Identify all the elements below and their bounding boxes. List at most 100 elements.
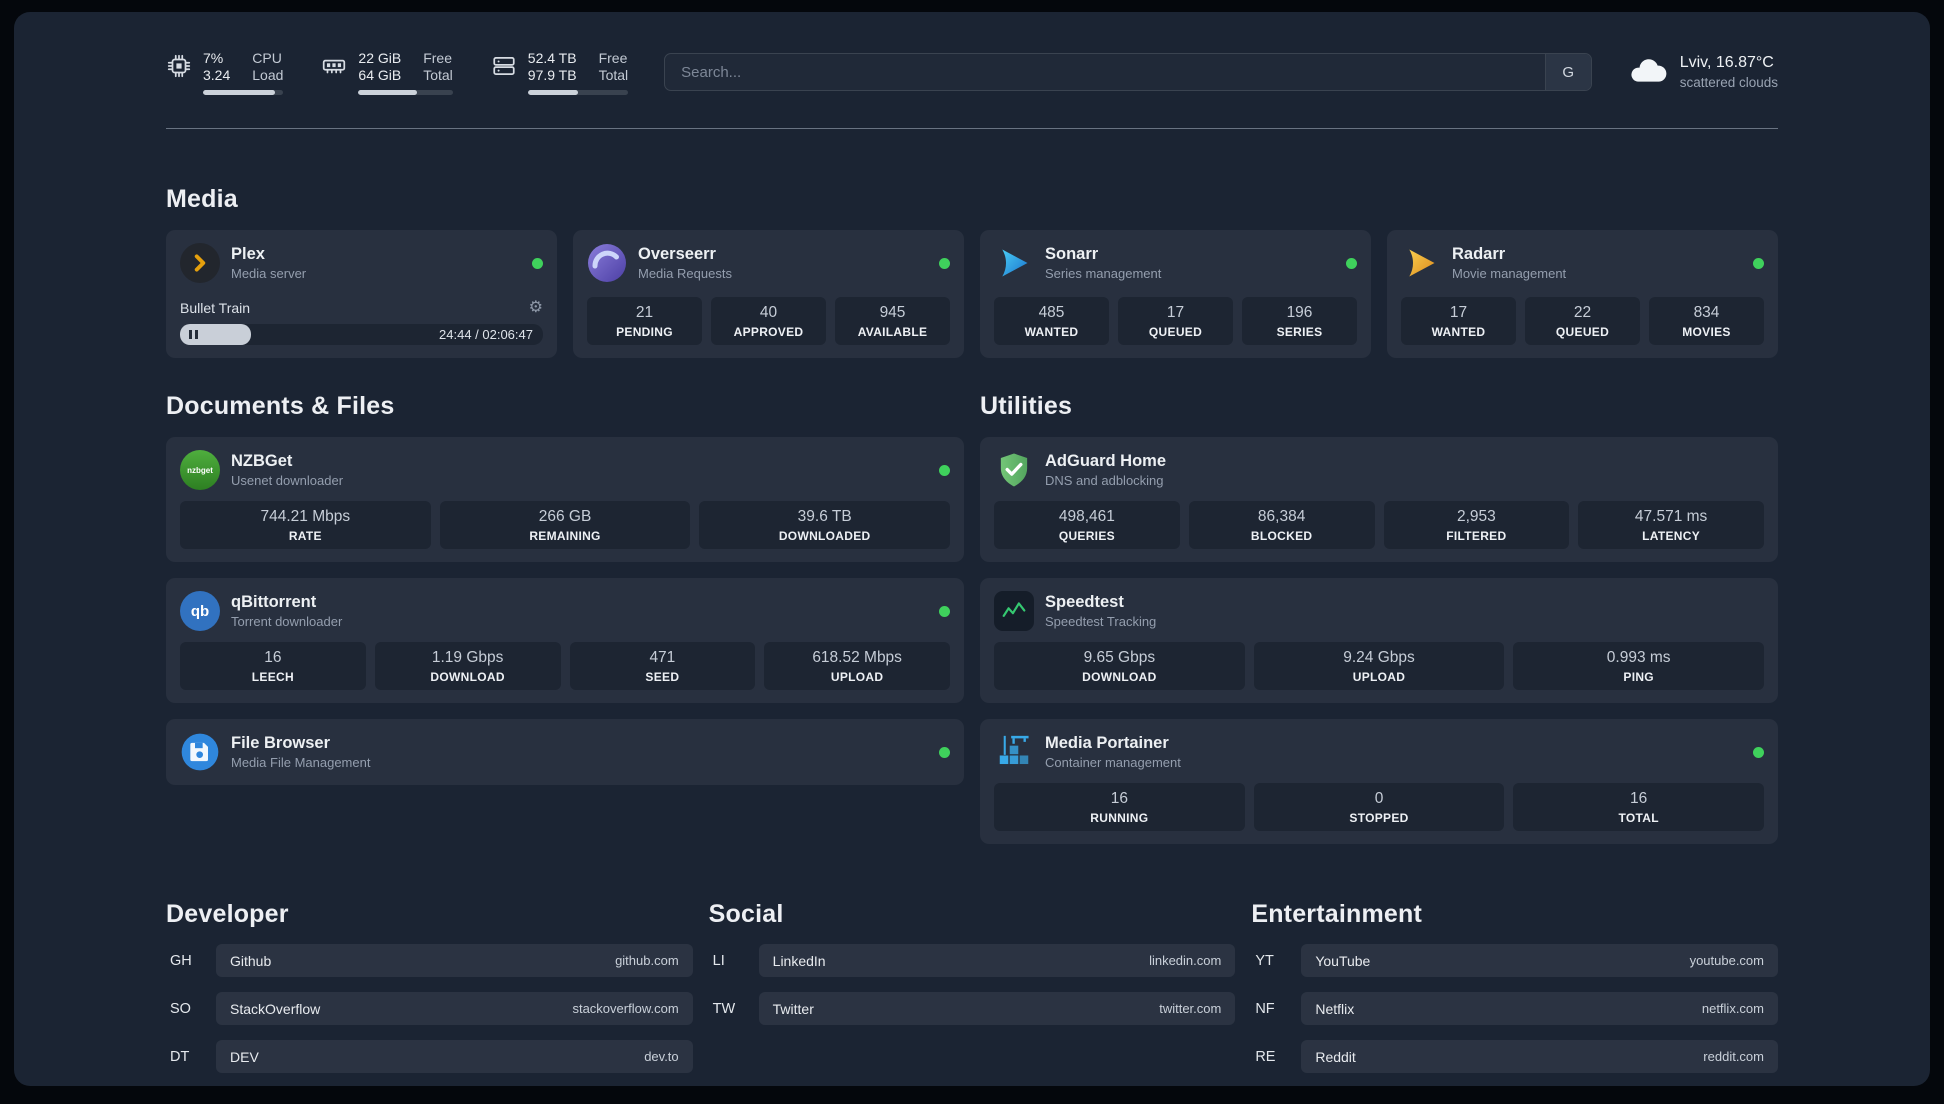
ram-total-label: Total (423, 66, 453, 83)
disk-icon (491, 50, 517, 95)
service-name: Speedtest (1045, 593, 1124, 611)
weather-location: Lviv, 16.87°C (1679, 54, 1774, 71)
bookmark-linkedin[interactable]: LI LinkedIn linkedin.com (709, 944, 1236, 977)
ram-icon (321, 50, 347, 95)
cpu-widget: 7% 3.24 CPU Load (166, 49, 284, 95)
service-desc: Speedtest Tracking (1045, 614, 1157, 629)
bookmark-group-social: Social LI LinkedIn linkedin.com TW Twitt… (709, 900, 1236, 1025)
service-desc: Torrent downloader (231, 614, 343, 629)
stat-tile: 834 MOVIES (1649, 297, 1764, 345)
service-name: File Browser (231, 734, 331, 752)
bookmark-netflix[interactable]: NF Netflix netflix.com (1251, 992, 1778, 1025)
disk-total-label: Total (598, 66, 629, 83)
service-card-radarr[interactable]: Radarr Movie management 17 WANTED 22 QUE… (1387, 230, 1778, 358)
service-card-adguard[interactable]: AdGuard Home DNS and adblocking 498,461 … (980, 437, 1778, 562)
service-desc: Media File Management (231, 755, 371, 770)
search-provider-button[interactable]: G (1544, 54, 1591, 90)
stat-tile: 471 SEED (569, 642, 756, 690)
stat-tile: 1.19 Gbps DOWNLOAD (374, 642, 561, 690)
overseerr-icon (587, 243, 627, 283)
pause-icon[interactable] (189, 330, 198, 339)
section-documents: Documents & Files nzbget NZBGet Usenet d… (166, 392, 964, 785)
ram-bar-fill (358, 89, 417, 95)
service-desc: Container management (1045, 755, 1181, 770)
service-desc: Series management (1045, 266, 1162, 281)
service-card-overseerr[interactable]: Overseerr Media Requests 21 PENDING 40 A… (573, 230, 964, 358)
disk-free-label: Free (598, 49, 628, 66)
weather-condition: scattered clouds (1679, 75, 1778, 90)
header-divider (166, 128, 1778, 129)
filebrowser-icon (180, 732, 220, 772)
service-card-plex[interactable]: Plex Media server Bullet Train ⚙ 24:44 (166, 230, 557, 358)
section-title-entertainment: Entertainment (1251, 900, 1423, 928)
status-dot (939, 605, 950, 617)
section-title-documents: Documents & Files (166, 392, 395, 420)
status-dot (1753, 257, 1764, 269)
service-name: AdGuard Home (1045, 452, 1167, 470)
now-playing-title: Bullet Train (180, 300, 251, 316)
service-card-filebrowser[interactable]: File Browser Media File Management (166, 719, 964, 785)
top-bar: 7% 3.24 CPU Load (166, 40, 1778, 104)
disk-widget: 52.4 TB 97.9 TB Free Total (491, 49, 629, 95)
status-dot (939, 257, 950, 269)
stat-tile: 40 APPROVED (711, 297, 826, 345)
cpu-percent: 7% (203, 49, 224, 66)
bookmark-dev[interactable]: DT DEV dev.to (166, 1040, 693, 1073)
service-name: Sonarr (1045, 245, 1099, 263)
service-card-speedtest[interactable]: Speedtest Speedtest Tracking 9.65 Gbps D… (980, 578, 1778, 703)
section-media: Media Plex Media server (166, 185, 1778, 358)
stat-tile: 9.65 Gbps DOWNLOAD (994, 642, 1245, 690)
ram-total-value: 64 GiB (358, 66, 402, 83)
cpu-load-value: 3.24 (203, 66, 231, 83)
stat-tile: 16 LEECH (180, 642, 366, 690)
ram-free-label: Free (423, 49, 453, 66)
stat-tile: 22 QUEUED (1525, 297, 1640, 345)
bookmark-group-entertainment: Entertainment YT YouTube youtube.com NF … (1251, 900, 1778, 1073)
stat-tile: 485 WANTED (994, 297, 1109, 345)
bookmark-reddit[interactable]: RE Reddit reddit.com (1251, 1040, 1778, 1073)
stat-tile: 39.6 TB DOWNLOADED (699, 501, 951, 549)
service-name: Media Portainer (1045, 734, 1169, 752)
cpu-load-label: Load (252, 66, 284, 83)
cpu-icon (166, 50, 192, 95)
media-progress-fill (180, 324, 251, 345)
service-card-portainer[interactable]: Media Portainer Container management 16 … (980, 719, 1778, 844)
service-desc: Media server (231, 266, 307, 281)
cpu-bar (203, 89, 284, 95)
service-desc: DNS and adblocking (1045, 473, 1164, 488)
plex-icon (180, 243, 220, 283)
gear-icon[interactable]: ⚙ (528, 299, 543, 316)
media-progress-time: 24:44 / 02:06:47 (439, 327, 533, 342)
stat-tile: 0.993 ms PING (1513, 642, 1765, 690)
cloud-icon (1628, 55, 1668, 90)
media-progress-bar[interactable]: 24:44 / 02:06:47 (180, 324, 543, 345)
stat-tile: 16 TOTAL (1513, 783, 1765, 831)
stat-tile: 744.21 Mbps RATE (180, 501, 431, 549)
stat-tile: 86,384 BLOCKED (1188, 501, 1375, 549)
search-input[interactable] (665, 54, 1545, 90)
bookmark-youtube[interactable]: YT YouTube youtube.com (1251, 944, 1778, 977)
nzbget-icon: nzbget (180, 450, 220, 490)
bookmarks-area: Developer GH Github github.com SO StackO… (166, 900, 1778, 1073)
ram-widget: 22 GiB 64 GiB Free Total (321, 49, 453, 95)
ram-free-value: 22 GiB (358, 49, 402, 66)
stat-tile: 16 RUNNING (994, 783, 1245, 831)
status-dot (1346, 257, 1357, 269)
service-card-qbittorrent[interactable]: qb qBittorrent Torrent downloader 16 LEE… (166, 578, 964, 703)
service-name: Radarr (1452, 245, 1506, 263)
section-title-developer: Developer (166, 900, 289, 928)
bookmark-stackoverflow[interactable]: SO StackOverflow stackoverflow.com (166, 992, 693, 1025)
weather-widget[interactable]: Lviv, 16.87°C scattered clouds (1628, 54, 1778, 90)
search-bar: G (664, 53, 1592, 91)
status-dot (939, 746, 950, 758)
bookmark-github[interactable]: GH Github github.com (166, 944, 693, 977)
stat-tile: 17 QUEUED (1118, 297, 1233, 345)
portainer-icon (994, 732, 1034, 772)
service-card-nzbget[interactable]: nzbget NZBGet Usenet downloader 744.21 M… (166, 437, 964, 562)
bookmark-twitter[interactable]: TW Twitter twitter.com (709, 992, 1236, 1025)
service-card-sonarr[interactable]: Sonarr Series management 485 WANTED 17 Q… (980, 230, 1371, 358)
service-name: Overseerr (638, 245, 716, 263)
status-dot (1753, 746, 1764, 758)
service-name: NZBGet (231, 452, 293, 470)
